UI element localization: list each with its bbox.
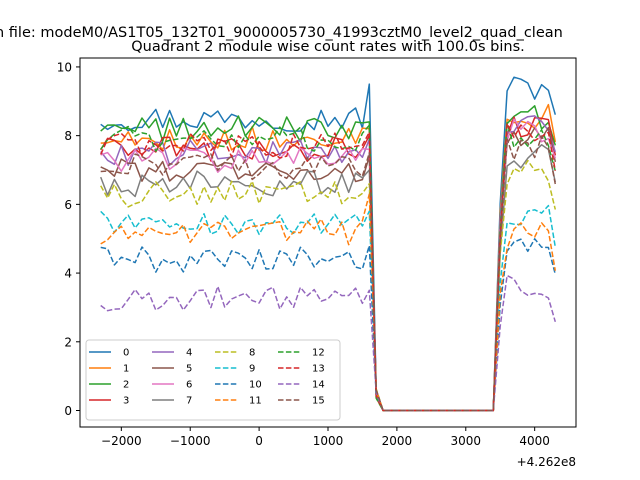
y-tick-label: 4 xyxy=(64,267,72,281)
x-tick-label: 0 xyxy=(255,434,263,448)
series-layer xyxy=(99,76,557,412)
legend-label-12: 12 xyxy=(312,348,325,359)
x-tick-label: 3000 xyxy=(451,434,482,448)
legend-label-5: 5 xyxy=(186,364,192,375)
y-tick-label: 6 xyxy=(64,198,72,212)
legend-label-13: 13 xyxy=(312,364,325,375)
legend-label-2: 2 xyxy=(123,380,129,391)
y-axis: 0 2 4 6 8 10 xyxy=(57,60,80,418)
legend-label-7: 7 xyxy=(186,396,192,407)
legend-label-4: 4 xyxy=(186,348,192,359)
y-tick-label: 8 xyxy=(64,129,72,143)
y-tick-label: 10 xyxy=(57,60,72,74)
x-tick-label: −2000 xyxy=(101,434,142,448)
legend-label-1: 1 xyxy=(123,364,129,375)
legend-label-3: 3 xyxy=(123,396,129,407)
legend-label-11: 11 xyxy=(249,396,262,407)
chart-title: Quadrant 2 module wise count rates with … xyxy=(131,39,525,55)
series-line-15 xyxy=(100,135,557,412)
legend-label-0: 0 xyxy=(123,348,129,359)
x-tick-label: 4000 xyxy=(519,434,550,448)
legend-label-9: 9 xyxy=(249,364,255,375)
x-axis: −2000 −1000 0 1000 2000 3000 4000 xyxy=(101,427,550,448)
legend-frame xyxy=(85,339,341,421)
x-tick-label: −1000 xyxy=(170,434,211,448)
x-tick-label: 1000 xyxy=(313,434,344,448)
legend-label-15: 15 xyxy=(312,396,325,407)
legend-label-6: 6 xyxy=(186,380,192,391)
y-tick-label: 0 xyxy=(64,404,72,418)
legend-label-10: 10 xyxy=(249,380,262,391)
y-tick-label: 2 xyxy=(64,335,72,349)
figure-suptitle: n file: modeM0/AS1T05_132T01_9000005730_… xyxy=(0,25,563,41)
x-tick-label: 2000 xyxy=(382,434,413,448)
legend-label-14: 14 xyxy=(312,380,325,391)
x-axis-offset-label: +4.262e8 xyxy=(517,455,576,469)
legend-label-8: 8 xyxy=(249,348,255,359)
